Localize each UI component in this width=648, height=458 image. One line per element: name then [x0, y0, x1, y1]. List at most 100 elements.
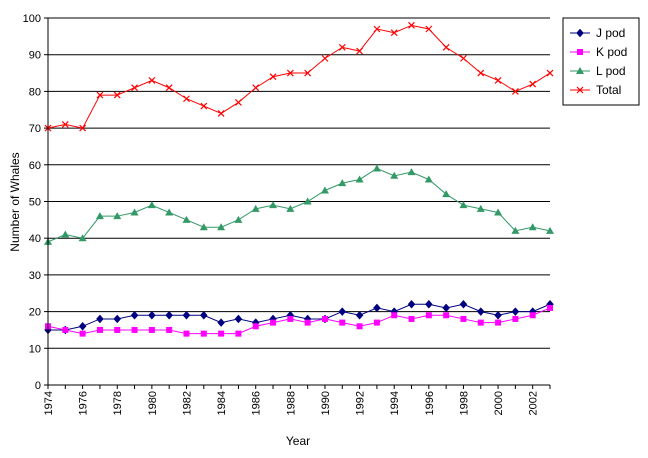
data-point-total — [79, 124, 87, 132]
data-point-l-pod — [355, 175, 364, 183]
data-point-j-pod — [511, 307, 520, 316]
y-tick-label: 10 — [29, 343, 41, 355]
legend-label: Total — [596, 83, 621, 97]
legend-label: K pod — [596, 45, 627, 59]
data-point-total — [183, 95, 190, 103]
legend-item-l-pod: L pod — [570, 64, 626, 78]
data-point-k-pod — [183, 330, 190, 337]
y-tick-label: 20 — [29, 307, 41, 319]
data-point-k-pod — [304, 319, 311, 326]
legend-item-j-pod: J pod — [570, 26, 625, 40]
data-point-total — [356, 47, 364, 55]
series-total — [44, 21, 554, 132]
data-point-l-pod — [78, 234, 87, 242]
data-point-l-pod — [459, 201, 468, 209]
data-point-l-pod — [147, 201, 156, 209]
series-layer — [44, 21, 554, 337]
data-point-k-pod — [148, 326, 155, 333]
data-point-k-pod — [408, 315, 415, 322]
data-point-j-pod — [199, 310, 208, 320]
x-tick-label: 1998 — [458, 391, 470, 415]
data-point-total — [252, 84, 260, 92]
data-point-total — [408, 21, 415, 29]
data-point-l-pod — [61, 230, 70, 238]
data-point-l-pod — [286, 204, 295, 212]
data-point-total — [390, 29, 398, 37]
data-point-k-pod — [166, 326, 173, 333]
data-point-l-pod — [494, 208, 503, 216]
data-point-k-pod — [443, 312, 450, 319]
data-point-j-pod — [165, 310, 174, 320]
data-point-l-pod — [217, 223, 226, 231]
data-point-k-pod — [547, 304, 553, 311]
data-point-j-pod — [96, 314, 104, 324]
data-point-j-pod — [338, 307, 347, 316]
data-point-total — [269, 73, 277, 81]
data-point-l-pod — [95, 212, 104, 220]
data-point-j-pod — [113, 314, 122, 324]
data-point-l-pod — [251, 204, 260, 212]
legend-label: L pod — [596, 64, 626, 78]
data-point-total — [304, 69, 312, 77]
data-point-l-pod — [269, 201, 278, 209]
data-point-l-pod — [165, 208, 174, 216]
data-point-k-pod — [512, 315, 519, 322]
series-line-l-pod — [47, 167, 551, 243]
data-point-j-pod — [148, 310, 156, 320]
data-point-k-pod — [218, 330, 225, 337]
data-point-j-pod — [182, 310, 191, 320]
data-point-total — [338, 43, 346, 51]
data-point-k-pod — [339, 319, 346, 326]
data-point-total — [234, 98, 242, 106]
data-point-k-pod — [62, 326, 69, 333]
data-point-l-pod — [199, 223, 208, 231]
data-point-l-pod — [511, 226, 520, 234]
data-point-l-pod — [130, 208, 139, 216]
data-point-total — [442, 43, 450, 51]
data-point-total — [61, 121, 69, 128]
data-point-k-pod — [495, 319, 502, 326]
x-axis-title: Year — [286, 434, 310, 448]
x-tick-label: 2000 — [493, 391, 505, 415]
data-point-k-pod — [460, 315, 467, 322]
data-point-l-pod — [546, 226, 554, 234]
data-point-k-pod — [321, 315, 328, 322]
data-point-k-pod — [200, 330, 207, 337]
data-point-total — [217, 109, 225, 117]
y-tick-label: 50 — [29, 197, 41, 209]
x-tick-label: 1990 — [320, 391, 332, 415]
data-point-total — [96, 91, 104, 99]
data-point-l-pod — [303, 197, 312, 205]
data-point-total — [165, 84, 173, 92]
data-point-l-pod — [476, 204, 485, 212]
data-point-j-pod — [373, 303, 381, 313]
data-point-k-pod — [96, 326, 103, 333]
data-point-total — [113, 91, 121, 99]
data-point-total — [546, 69, 554, 77]
y-tick-label: 80 — [29, 86, 41, 98]
data-point-j-pod — [424, 299, 433, 309]
data-point-l-pod — [234, 215, 243, 223]
data-point-j-pod — [217, 318, 225, 327]
legend-item-k-pod: K pod — [570, 45, 627, 59]
x-axis-tick-labels: 1974 1976 1978 1980 1982 1984 1986 1988 1990 1992… — [43, 385, 551, 415]
data-point-j-pod — [234, 314, 243, 324]
data-point-k-pod — [131, 326, 138, 333]
data-point-total — [373, 25, 381, 33]
x-tick-label: 1976 — [78, 391, 90, 415]
y-tick-label: 90 — [29, 50, 41, 62]
x-tick-label: 1984 — [216, 391, 228, 415]
y-tick-label: 60 — [29, 160, 41, 172]
data-point-k-pod — [79, 330, 86, 337]
data-point-l-pod — [407, 168, 416, 176]
legend-item-total: Total — [570, 83, 621, 97]
data-point-j-pod — [442, 303, 450, 313]
y-axis-title: Number of Whales — [8, 152, 22, 251]
data-point-total — [200, 102, 208, 110]
data-point-k-pod — [477, 319, 484, 326]
data-point-total — [148, 76, 156, 84]
y-tick-label: 0 — [35, 380, 41, 392]
legend-marker — [576, 28, 584, 38]
data-point-k-pod — [252, 323, 259, 330]
